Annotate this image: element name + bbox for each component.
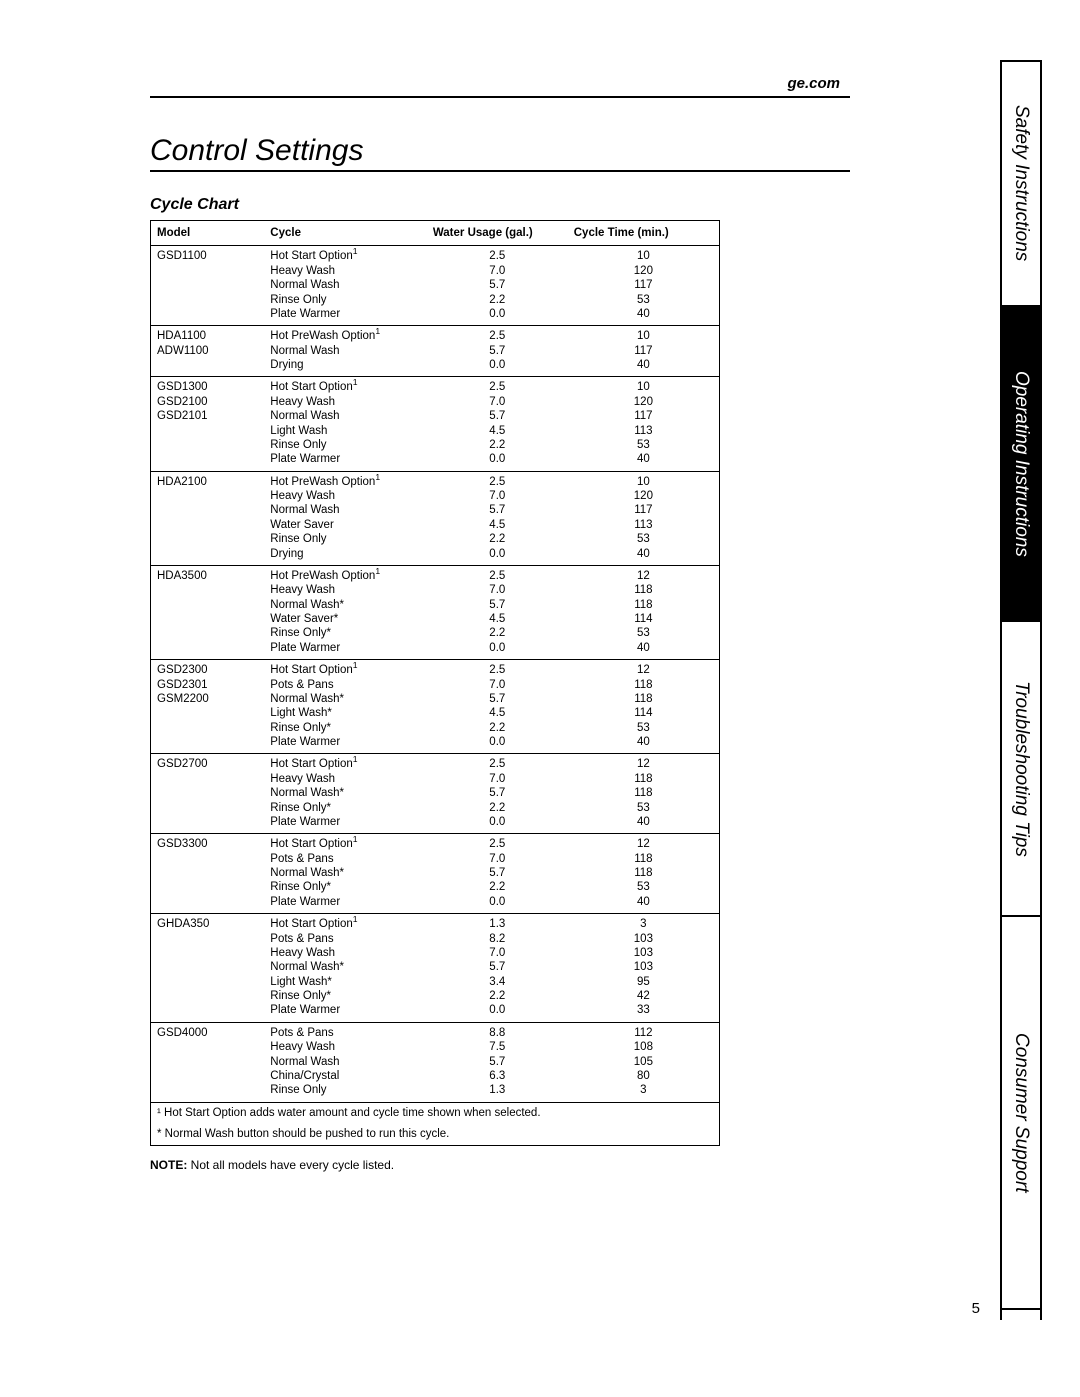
tab-support[interactable]: Consumer Support bbox=[1002, 915, 1040, 1310]
water-cell: 2.57.05.72.20.0 bbox=[427, 754, 568, 834]
tab-troubleshooting[interactable]: Troubleshooting Tips bbox=[1002, 620, 1040, 915]
col-time: Cycle Time (min.) bbox=[568, 221, 720, 246]
model-cell: HDA1100 ADW1100 bbox=[151, 326, 265, 377]
water-cell: 1.38.27.05.73.42.20.0 bbox=[427, 914, 568, 1023]
cycle-cell: Hot Start Option1Pots & PansNormal Wash*… bbox=[264, 834, 427, 914]
time-cell: 101201171135340 bbox=[568, 471, 720, 565]
page-title: Control Settings bbox=[150, 134, 850, 168]
model-cell: GSD4000 bbox=[151, 1022, 265, 1102]
rule-top bbox=[150, 96, 850, 98]
time-cell: 121181181145340 bbox=[568, 565, 720, 659]
tab-operating[interactable]: Operating Instructions bbox=[1002, 305, 1040, 620]
cycle-cell: Hot PreWash Option1Heavy WashNormal Wash… bbox=[264, 565, 427, 659]
tab-safety[interactable]: Safety Instructions bbox=[1002, 60, 1040, 305]
time-cell: 101201171135340 bbox=[568, 377, 720, 471]
time-cell: 101201175340 bbox=[568, 246, 720, 326]
cycle-chart-table: Model Cycle Water Usage (gal.) Cycle Tim… bbox=[150, 220, 720, 1146]
col-water: Water Usage (gal.) bbox=[427, 221, 568, 246]
water-cell: 2.57.05.74.52.20.0 bbox=[427, 471, 568, 565]
model-cell: GSD2700 bbox=[151, 754, 265, 834]
cycle-cell: Hot PreWash Option1Heavy WashNormal Wash… bbox=[264, 471, 427, 565]
water-cell: 8.87.55.76.31.3 bbox=[427, 1022, 568, 1102]
model-cell: GSD1100 bbox=[151, 246, 265, 326]
footnote-1: ¹ Hot Start Option adds water amount and… bbox=[151, 1102, 720, 1124]
footnote-2: * Normal Wash button should be pushed to… bbox=[151, 1124, 720, 1146]
water-cell: 2.55.70.0 bbox=[427, 326, 568, 377]
note-label: NOTE: bbox=[150, 1158, 187, 1172]
col-model: Model bbox=[151, 221, 265, 246]
time-cell: 112108105803 bbox=[568, 1022, 720, 1102]
side-tabs: Safety Instructions Operating Instructio… bbox=[1000, 60, 1042, 1320]
model-cell: GSD2300 GSD2301 GSM2200 bbox=[151, 660, 265, 754]
model-cell: HDA2100 bbox=[151, 471, 265, 565]
note: NOTE: Not all models have every cycle li… bbox=[150, 1158, 850, 1172]
time-cell: 121181185340 bbox=[568, 834, 720, 914]
section-title: Cycle Chart bbox=[150, 196, 850, 214]
cycle-cell: Hot Start Option1Heavy WashNormal WashLi… bbox=[264, 377, 427, 471]
water-cell: 2.57.05.72.20.0 bbox=[427, 246, 568, 326]
cycle-cell: Hot Start Option1Pots & PansHeavy WashNo… bbox=[264, 914, 427, 1023]
cycle-cell: Pots & PansHeavy WashNormal WashChina/Cr… bbox=[264, 1022, 427, 1102]
time-cell: 121181181145340 bbox=[568, 660, 720, 754]
page-number: 5 bbox=[972, 1300, 980, 1317]
note-text: Not all models have every cycle listed. bbox=[187, 1158, 394, 1172]
col-cycle: Cycle bbox=[264, 221, 427, 246]
water-cell: 2.57.05.74.52.20.0 bbox=[427, 565, 568, 659]
model-cell: GSD3300 bbox=[151, 834, 265, 914]
cycle-cell: Hot Start Option1Pots & PansNormal Wash*… bbox=[264, 660, 427, 754]
rule-under-title bbox=[150, 170, 850, 172]
time-cell: 121181185340 bbox=[568, 754, 720, 834]
model-cell: HDA3500 bbox=[151, 565, 265, 659]
cycle-cell: Hot Start Option1Heavy WashNormal Wash*R… bbox=[264, 754, 427, 834]
time-cell: 3103103103954233 bbox=[568, 914, 720, 1023]
water-cell: 2.57.05.74.52.20.0 bbox=[427, 660, 568, 754]
cycle-cell: Hot PreWash Option1Normal WashDrying bbox=[264, 326, 427, 377]
cycle-cell: Hot Start Option1Heavy WashNormal WashRi… bbox=[264, 246, 427, 326]
url-label: ge.com bbox=[150, 75, 850, 92]
model-cell: GHDA350 bbox=[151, 914, 265, 1023]
water-cell: 2.57.05.74.52.20.0 bbox=[427, 377, 568, 471]
water-cell: 2.57.05.72.20.0 bbox=[427, 834, 568, 914]
time-cell: 1011740 bbox=[568, 326, 720, 377]
model-cell: GSD1300 GSD2100 GSD2101 bbox=[151, 377, 265, 471]
